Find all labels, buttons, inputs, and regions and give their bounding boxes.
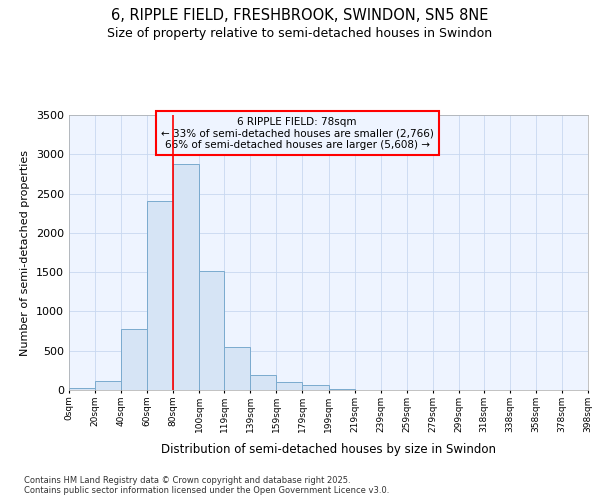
- Bar: [173, 164, 199, 390]
- Bar: [199, 270, 224, 390]
- Bar: [250, 375, 277, 390]
- Bar: [224, 347, 250, 390]
- Y-axis label: Number of semi-detached properties: Number of semi-detached properties: [20, 150, 31, 356]
- Bar: [277, 382, 302, 390]
- Bar: [121, 328, 147, 390]
- Bar: [329, 389, 355, 390]
- Bar: [95, 382, 121, 390]
- Text: 6, RIPPLE FIELD, FRESHBROOK, SWINDON, SN5 8NE: 6, RIPPLE FIELD, FRESHBROOK, SWINDON, SN…: [112, 8, 488, 22]
- Text: Distribution of semi-detached houses by size in Swindon: Distribution of semi-detached houses by …: [161, 442, 496, 456]
- Bar: [69, 388, 95, 390]
- Text: 6 RIPPLE FIELD: 78sqm
← 33% of semi-detached houses are smaller (2,766)
66% of s: 6 RIPPLE FIELD: 78sqm ← 33% of semi-deta…: [161, 116, 434, 150]
- Text: Contains HM Land Registry data © Crown copyright and database right 2025.
Contai: Contains HM Land Registry data © Crown c…: [24, 476, 389, 495]
- Bar: [147, 202, 173, 390]
- Text: Size of property relative to semi-detached houses in Swindon: Size of property relative to semi-detach…: [107, 28, 493, 40]
- Bar: [302, 386, 329, 390]
